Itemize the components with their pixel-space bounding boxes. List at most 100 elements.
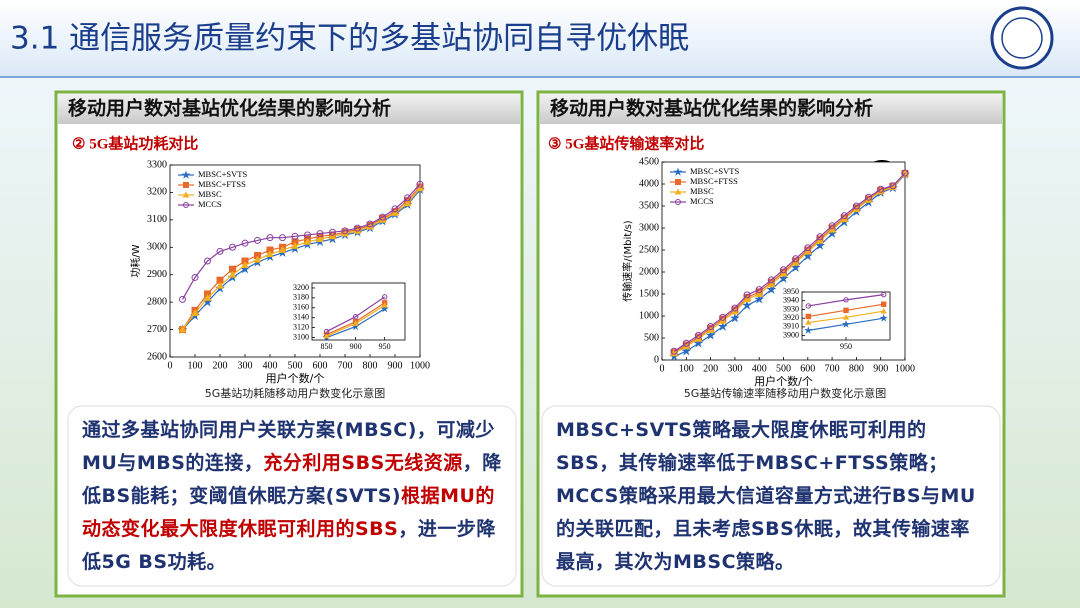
panel-header-bar [58, 94, 520, 124]
y-tick-label: 3920 [783, 313, 799, 322]
plot-area [311, 282, 406, 341]
x-tick-label: 800 [849, 363, 864, 374]
marker [717, 321, 728, 331]
x-tick-label: 1000 [895, 363, 915, 374]
logo [990, 6, 1054, 70]
x-tick-label: 500 [776, 363, 791, 374]
y-tick-label: 3500 [639, 200, 659, 211]
marker [254, 236, 261, 244]
marker [670, 349, 678, 357]
marker [352, 314, 359, 320]
x-axis-label: 用户个数/个 [754, 374, 813, 388]
marker [416, 184, 424, 192]
marker [705, 330, 716, 340]
legend-label: MBSC [198, 189, 222, 199]
marker [381, 302, 388, 308]
y-tick-label: 3000 [639, 222, 659, 233]
marker [670, 347, 678, 355]
marker [841, 320, 851, 328]
marker [303, 237, 312, 245]
marker [879, 313, 888, 322]
marker [240, 263, 250, 274]
marker [778, 273, 789, 283]
marker [814, 240, 826, 250]
slide-title: 3.1 通信服务质量约束下的多基站协同自寻优休眠 [10, 21, 689, 57]
y-tick-label: 3180 [293, 293, 309, 302]
x-tick-label: 700 [825, 363, 840, 374]
text-run: 通过多基站协同用户关联方案(MBSC)，可减少MU与MBS的连接， [82, 419, 495, 474]
y-tick-label: 0 [654, 354, 659, 365]
y-tick-label: 3910 [783, 322, 799, 331]
x-tick-label: 600 [313, 360, 328, 371]
x-tick-label: 300 [727, 363, 742, 374]
marker [707, 323, 715, 331]
series-line [181, 183, 421, 300]
marker [266, 250, 274, 258]
marker [805, 303, 811, 309]
marker [279, 234, 286, 242]
marker [889, 182, 897, 190]
marker [291, 241, 299, 249]
x-tick-label: 300 [238, 360, 253, 371]
text-run: 充分利用SBS无线资源 [263, 452, 463, 474]
chart-caption: 5G基站传输速率随移动用户数变化示意图 [684, 386, 887, 400]
y-tick-label: 1500 [639, 288, 659, 299]
y-tick-label: 3000 [147, 242, 167, 253]
x-tick-label: 950 [379, 342, 391, 351]
marker [323, 328, 330, 335]
y-tick-label: 2900 [147, 269, 167, 280]
y-tick-label: 2600 [147, 351, 167, 362]
marker [381, 294, 388, 300]
marker [754, 294, 765, 304]
legend-label: MBSC+FTSS [690, 176, 738, 186]
panel-header: 移动用户数对基站优化结果的影响分析 [68, 97, 391, 120]
marker [880, 307, 887, 314]
x-tick-label: 100 [188, 360, 203, 371]
x-tick-label: 200 [703, 363, 718, 374]
marker [729, 312, 740, 323]
marker [329, 228, 336, 236]
y-axis-label: 功耗/W [130, 244, 142, 277]
y-tick-label: 3930 [783, 304, 799, 313]
marker [852, 202, 860, 210]
legend-marker [675, 179, 681, 185]
x-tick-label: 0 [660, 363, 665, 374]
marker [203, 293, 212, 301]
marker [354, 224, 361, 232]
y-tick-label: 3100 [147, 214, 167, 225]
marker [403, 199, 412, 207]
marker [804, 244, 812, 252]
legend-label: MCCS [690, 196, 714, 206]
legend-label: MCCS [198, 199, 222, 209]
marker [743, 291, 751, 299]
marker [840, 212, 848, 220]
y-tick-label: 3950 [783, 287, 799, 296]
marker [241, 261, 249, 269]
y-tick-label: 2700 [147, 324, 167, 335]
y-tick-label: 500 [644, 332, 659, 343]
marker [216, 247, 224, 255]
x-tick-label: 900 [388, 360, 403, 371]
y-tick-label: 2500 [639, 244, 659, 255]
panel-subtitle: ② 5G基站功耗对比 [72, 134, 198, 152]
logo-ring [1001, 17, 1043, 59]
marker [743, 295, 751, 303]
y-tick-label: 4500 [639, 156, 659, 167]
marker [278, 245, 287, 253]
marker [767, 280, 776, 288]
y-tick-label: 3200 [293, 283, 309, 292]
marker [191, 309, 199, 317]
legend-marker [181, 170, 191, 179]
marker [391, 205, 399, 213]
marker [304, 231, 311, 239]
y-tick-label: 1000 [639, 310, 659, 321]
y-tick-label: 2800 [147, 296, 167, 307]
y-tick-label: 4000 [639, 178, 659, 189]
marker [341, 227, 349, 235]
marker [876, 187, 885, 195]
marker [191, 273, 199, 281]
marker [228, 270, 237, 278]
marker [682, 339, 690, 347]
text-run: MBSC+SVTS策略最大限度休眠可利用的SBS，其传输速率低于MBSC+FTS… [556, 419, 976, 573]
